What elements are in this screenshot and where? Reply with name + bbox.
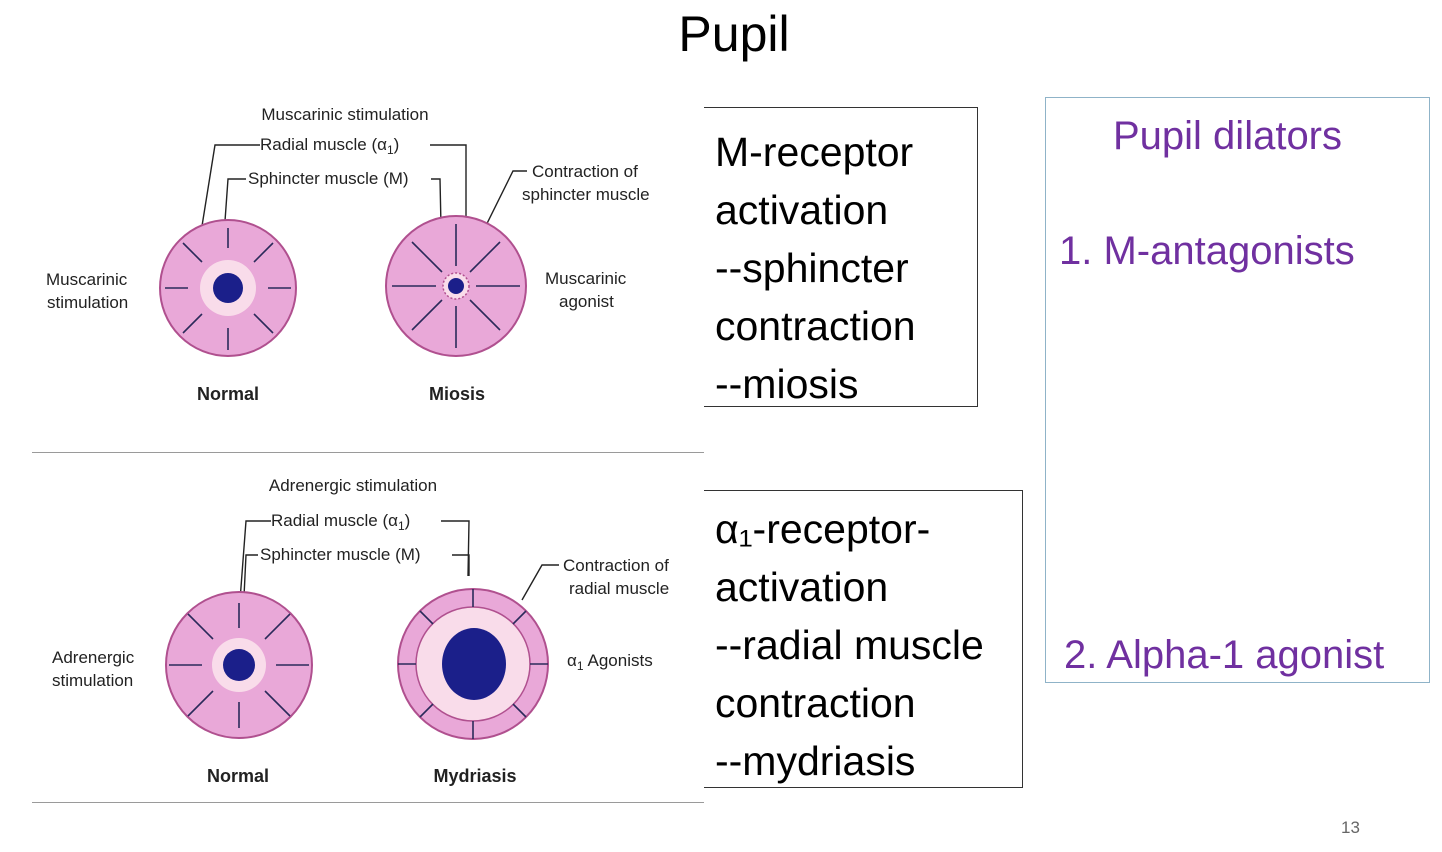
adrenergic-stim-label-1: Adrenergic (52, 648, 135, 667)
svg-text:Radial muscle (α1): Radial muscle (α1) (260, 135, 399, 157)
svg-text:Normal: Normal (197, 384, 259, 404)
caption-miosis: Miosis (429, 384, 485, 404)
alpha-box-line-1: α₁-receptor- (715, 506, 931, 552)
divider-bottom (32, 802, 704, 803)
m-box-line-1: M-receptor (715, 129, 914, 175)
contraction-label-2: sphincter muscle (522, 185, 650, 204)
svg-text:Miosis: Miosis (429, 384, 485, 404)
svg-text:stimulation: stimulation (52, 671, 133, 690)
divider-top (32, 452, 704, 453)
pupil-dilators-box: Pupil dilators 1. M-antagonists 2. Alpha… (1045, 97, 1430, 683)
alpha-receptor-box: α₁-receptor- activation --radial muscle … (704, 490, 1023, 788)
alpha-box-line-4: contraction (715, 680, 916, 726)
adrenergic-stim-label-2: stimulation (52, 671, 133, 690)
mydriasis-eye (397, 588, 549, 740)
caption-mydriasis: Mydriasis (433, 766, 516, 786)
svg-text:Adrenergic stimulation: Adrenergic stimulation (269, 476, 437, 495)
m-box-line-5: --miosis (715, 361, 859, 407)
m-box-line-3: --sphincter (715, 245, 909, 291)
normal-eye-adrenergic (165, 591, 313, 739)
contraction-radial-label-1: Contraction of (563, 556, 669, 575)
muscarinic-diagram: Muscarinic stimulation Radial muscle (α1… (32, 98, 704, 418)
contraction-label-1: Contraction of (532, 162, 638, 181)
dilators-heading: Pupil dilators (1113, 114, 1343, 158)
svg-text:Radial muscle (α1): Radial muscle (α1) (271, 511, 410, 533)
svg-text:stimulation: stimulation (47, 293, 128, 312)
alpha1-agonists-label: α (567, 651, 577, 670)
m-box-line-4: contraction (715, 303, 916, 349)
dilators-item-2: 2. Alpha-1 agonist (1064, 633, 1385, 677)
page-number: 13 (1341, 818, 1360, 837)
svg-text:sphincter muscle: sphincter muscle (522, 185, 650, 204)
alpha-box-line-5: --mydriasis (715, 738, 916, 784)
left-stim-label-2: stimulation (47, 293, 128, 312)
svg-text:Contraction of: Contraction of (563, 556, 669, 575)
svg-text:radial muscle: radial muscle (569, 579, 669, 598)
radial-muscle-label: Radial muscle (α (260, 135, 387, 154)
svg-text:agonist: agonist (559, 292, 614, 311)
svg-text:Adrenergic: Adrenergic (52, 648, 135, 667)
miosis-eye (385, 215, 527, 357)
svg-text:Muscarinic stimulation: Muscarinic stimulation (261, 105, 428, 124)
sphincter-muscle-label: Sphincter muscle (M) (248, 169, 409, 188)
svg-text:Sphincter muscle (M): Sphincter muscle (M) (248, 169, 409, 188)
svg-text:Normal: Normal (207, 766, 269, 786)
svg-text:Contraction of: Contraction of (532, 162, 638, 181)
alpha-box-line-2: activation (715, 564, 889, 610)
muscarinic-header: Muscarinic stimulation (261, 105, 428, 124)
svg-text:Mydriasis: Mydriasis (433, 766, 516, 786)
adrenergic-header: Adrenergic stimulation (269, 476, 437, 495)
agonist-label-1: Muscarinic (545, 269, 627, 288)
m-receptor-box: M-receptor activation --sphincter contra… (704, 107, 978, 407)
svg-text:Muscarinic: Muscarinic (46, 270, 128, 289)
radial-muscle-label-2: Radial muscle (α (271, 511, 398, 530)
dilators-item-1: 1. M-antagonists (1059, 229, 1355, 273)
contraction-radial-label-2: radial muscle (569, 579, 669, 598)
alpha-box-line-3: --radial muscle (715, 622, 984, 668)
caption-normal-bottom: Normal (207, 766, 269, 786)
sphincter-muscle-label-2: Sphincter muscle (M) (260, 545, 421, 564)
left-stim-label-1: Muscarinic (46, 270, 128, 289)
svg-text:Sphincter muscle (M): Sphincter muscle (M) (260, 545, 421, 564)
normal-eye-muscarinic (159, 219, 297, 357)
slide-title: Pupil (678, 6, 790, 62)
adrenergic-diagram: Adrenergic stimulation Radial muscle (α1… (32, 468, 704, 798)
agonist-label-2: agonist (559, 292, 614, 311)
svg-text:Muscarinic: Muscarinic (545, 269, 627, 288)
caption-normal-top: Normal (197, 384, 259, 404)
m-box-line-2: activation (715, 187, 889, 233)
